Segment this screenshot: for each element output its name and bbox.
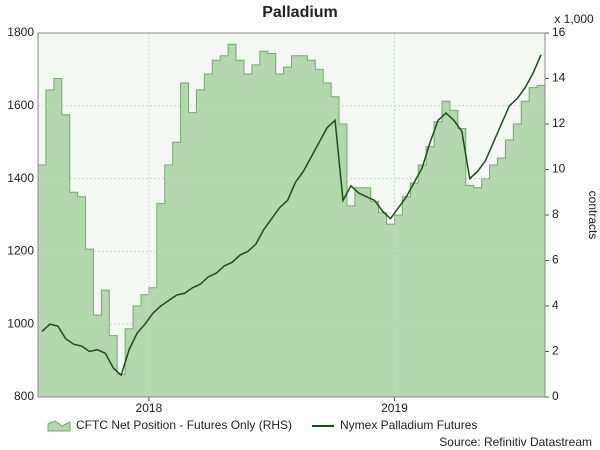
y-tick-label: 1200	[7, 244, 34, 258]
y2-tick-label: 16	[552, 25, 566, 39]
area-series	[37, 43, 546, 398]
y2-axis-label: contracts	[586, 191, 600, 240]
x-tick-label: 2018	[136, 401, 163, 415]
x-tick-label: 2019	[381, 401, 408, 415]
y-tick-label: 1000	[7, 316, 34, 330]
y-tick-label: 800	[14, 389, 34, 403]
line-series	[41, 54, 542, 377]
y2-unit-note: x 1,000	[554, 12, 594, 26]
plot-frame	[37, 32, 546, 398]
legend-label: CFTC Net Position - Futures Only (RHS)	[76, 418, 292, 432]
y2-tick-label: 12	[552, 116, 566, 130]
y2-tick-label: 14	[552, 71, 566, 85]
y2-tick-label: 0	[552, 389, 559, 403]
y-tick-label: 1600	[7, 98, 34, 112]
legend-swatch	[47, 420, 71, 432]
y2-tick-label: 4	[552, 298, 559, 312]
legend-label: Nymex Palladium Futures	[340, 418, 477, 432]
y2-tick-label: 10	[552, 162, 566, 176]
y2-tick-label: 8	[552, 207, 559, 221]
y2-tick-label: 6	[552, 253, 559, 267]
y-tick-label: 1800	[7, 25, 34, 39]
y-tick-label: 1400	[7, 171, 34, 185]
chart-title: Palladium	[262, 4, 338, 21]
y2-tick-label: 2	[552, 344, 559, 358]
source: Source: Refinitiv Datastream	[439, 435, 592, 449]
